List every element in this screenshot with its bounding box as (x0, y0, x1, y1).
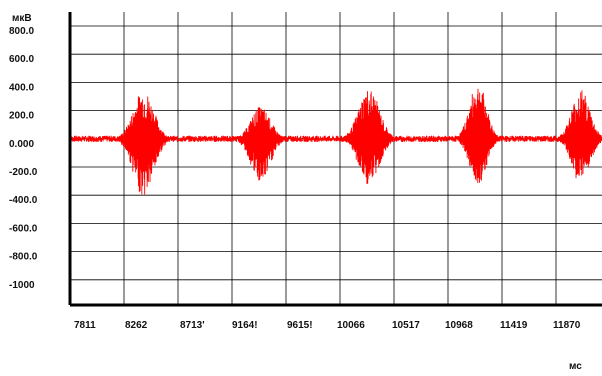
x-tick-label: 9164! (232, 320, 258, 331)
x-tick-label: 11419 (500, 320, 528, 331)
x-tick-label: 11870 (553, 320, 581, 331)
x-tick-label: 7811 (74, 320, 96, 331)
signal-trace (69, 88, 602, 195)
x-tick-label: 10968 (445, 320, 473, 331)
x-tick-label: 8713' (180, 320, 205, 331)
tick-labels: мкВ 800.0 600.0 400.0 200.0 0.000 -200.0 -400.0… (9, 13, 582, 372)
x-tick-label: 9615! (287, 320, 313, 331)
y-tick-label: 200.0 (9, 111, 34, 122)
signal-line (69, 88, 602, 195)
x-tick-label: 10517 (392, 320, 420, 331)
x-unit-label: мс (569, 361, 582, 371)
y-tick-label: 800.0 (9, 26, 34, 37)
y-tick-label: -200.0 (9, 167, 38, 178)
y-tick-label: 400.0 (9, 82, 34, 93)
y-unit-label: мкВ (12, 13, 32, 24)
y-tick-label: -600.0 (9, 223, 38, 234)
x-tick-label: 10066 (337, 320, 365, 331)
y-tick-label: -800.0 (9, 252, 38, 263)
y-tick-label: 600.0 (9, 54, 34, 65)
y-tick-label: 0.000 (9, 139, 34, 150)
axes (68, 12, 602, 307)
y-tick-label: -400.0 (9, 195, 38, 206)
y-tick-label: -1000 (9, 280, 35, 291)
x-tick-label: 8262 (125, 320, 148, 331)
